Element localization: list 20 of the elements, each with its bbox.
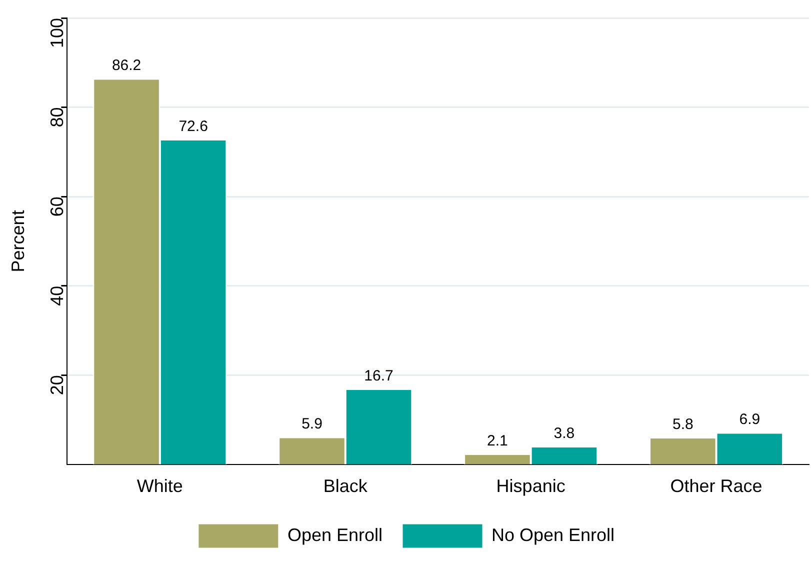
data-label: 3.8 bbox=[554, 425, 575, 442]
y-tick-label: 40 bbox=[47, 286, 68, 306]
y-tick-label: 60 bbox=[47, 196, 68, 217]
data-label: 5.8 bbox=[672, 416, 694, 434]
y-tick-label: 20 bbox=[47, 375, 68, 396]
data-label: 72.6 bbox=[178, 118, 208, 135]
x-tick-label: Other Race bbox=[670, 476, 762, 496]
y-tick-label: 100 bbox=[47, 18, 68, 48]
data-label: 86.2 bbox=[112, 57, 142, 74]
data-label: 2.1 bbox=[487, 432, 508, 450]
legend-label: No Open Enroll bbox=[491, 524, 615, 545]
legend-label: Open Enroll bbox=[287, 524, 383, 545]
x-tick-label: Hispanic bbox=[496, 476, 566, 496]
y-tick-label: 80 bbox=[47, 107, 68, 128]
y-axis-title: Percent bbox=[8, 210, 28, 272]
data-label: 16.7 bbox=[364, 367, 394, 384]
data-label: 5.9 bbox=[302, 416, 322, 433]
data-label: 6.9 bbox=[739, 411, 760, 428]
x-tick-label: White bbox=[136, 476, 183, 496]
x-tick-label: Black bbox=[323, 476, 368, 496]
